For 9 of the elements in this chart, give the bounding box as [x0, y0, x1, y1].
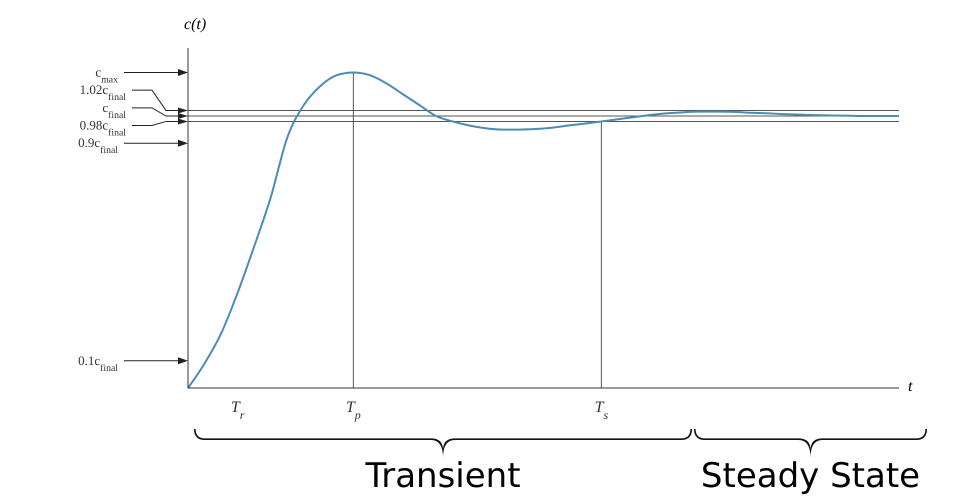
- x-axis-title: t: [908, 378, 912, 396]
- y-tick-label: 0.1c$_{final}$: [78, 352, 118, 374]
- x-tick-label: T$_{s}$: [594, 399, 608, 422]
- x-tick-label: T$_{r}$: [230, 399, 245, 422]
- x-tick-label: T$_{p}$: [346, 399, 361, 422]
- text: Steady State: [700, 456, 922, 496]
- y-axis-title: c(t): [184, 16, 206, 34]
- y-tick-label: c$_{max}$: [95, 64, 118, 85]
- text: Transient: [364, 456, 522, 496]
